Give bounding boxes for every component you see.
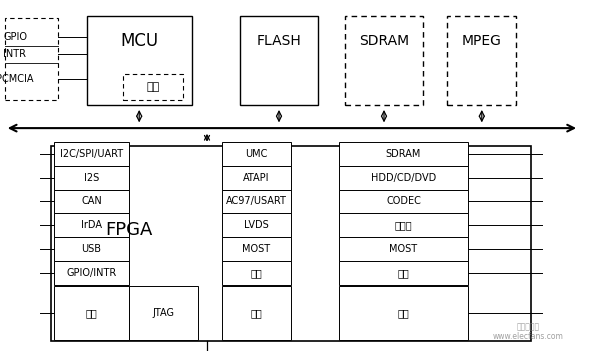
- Bar: [51, 146, 531, 341]
- Bar: [5, 18, 58, 100]
- Text: IrDA: IrDA: [81, 220, 102, 230]
- Bar: [447, 16, 516, 105]
- Bar: [129, 286, 198, 340]
- Bar: [54, 142, 129, 166]
- Bar: [222, 190, 291, 213]
- Bar: [222, 213, 291, 237]
- Text: SDRAM: SDRAM: [359, 34, 409, 48]
- Text: HDD/CD/DVD: HDD/CD/DVD: [371, 173, 436, 183]
- Bar: [339, 142, 468, 166]
- Bar: [222, 286, 291, 340]
- Bar: [54, 190, 129, 213]
- Text: 电子发烧友
www.elecfans.com: 电子发烧友 www.elecfans.com: [493, 322, 563, 342]
- Text: CODEC: CODEC: [386, 197, 421, 206]
- Bar: [345, 16, 423, 105]
- Text: CAN: CAN: [81, 197, 102, 206]
- Bar: [54, 166, 129, 190]
- Bar: [222, 237, 291, 261]
- Text: JTAG: JTAG: [152, 308, 175, 318]
- Text: USB: USB: [82, 244, 101, 254]
- Text: 其他: 其他: [251, 308, 262, 318]
- Bar: [54, 261, 129, 285]
- Bar: [123, 74, 183, 100]
- Bar: [54, 213, 129, 237]
- Text: FLASH: FLASH: [257, 34, 301, 48]
- Text: AC97/USART: AC97/USART: [226, 197, 287, 206]
- Text: LVDS: LVDS: [244, 220, 269, 230]
- Text: GPIO: GPIO: [3, 32, 27, 42]
- Bar: [339, 213, 468, 237]
- Text: SDRAM: SDRAM: [386, 149, 421, 159]
- Text: ATAPI: ATAPI: [243, 173, 270, 183]
- Bar: [222, 261, 291, 285]
- Text: PCMCIA: PCMCIA: [0, 74, 34, 84]
- Text: GPIO/INTR: GPIO/INTR: [67, 268, 116, 278]
- Text: 显示器: 显示器: [395, 220, 412, 230]
- Bar: [339, 286, 468, 340]
- Text: UMC: UMC: [245, 149, 268, 159]
- Text: 电话: 电话: [398, 268, 409, 278]
- Bar: [54, 237, 129, 261]
- Bar: [339, 166, 468, 190]
- Bar: [222, 166, 291, 190]
- Text: I2S: I2S: [84, 173, 99, 183]
- Text: MPEG: MPEG: [461, 34, 502, 48]
- Text: 网络: 网络: [398, 308, 409, 318]
- Bar: [339, 237, 468, 261]
- Bar: [240, 16, 318, 105]
- Text: I2C/SPI/UART: I2C/SPI/UART: [60, 149, 123, 159]
- Bar: [87, 16, 192, 105]
- Text: MCU: MCU: [121, 32, 158, 50]
- Text: MOST: MOST: [389, 244, 418, 254]
- Text: FPGA: FPGA: [106, 221, 152, 239]
- Text: INTR: INTR: [4, 49, 26, 59]
- Text: 蓝牙: 蓝牙: [251, 268, 262, 278]
- Bar: [339, 190, 468, 213]
- Bar: [339, 261, 468, 285]
- Bar: [54, 286, 129, 340]
- Text: MOST: MOST: [242, 244, 271, 254]
- Text: 其他: 其他: [86, 308, 97, 318]
- Bar: [222, 142, 291, 166]
- Text: 其他: 其他: [146, 82, 160, 92]
